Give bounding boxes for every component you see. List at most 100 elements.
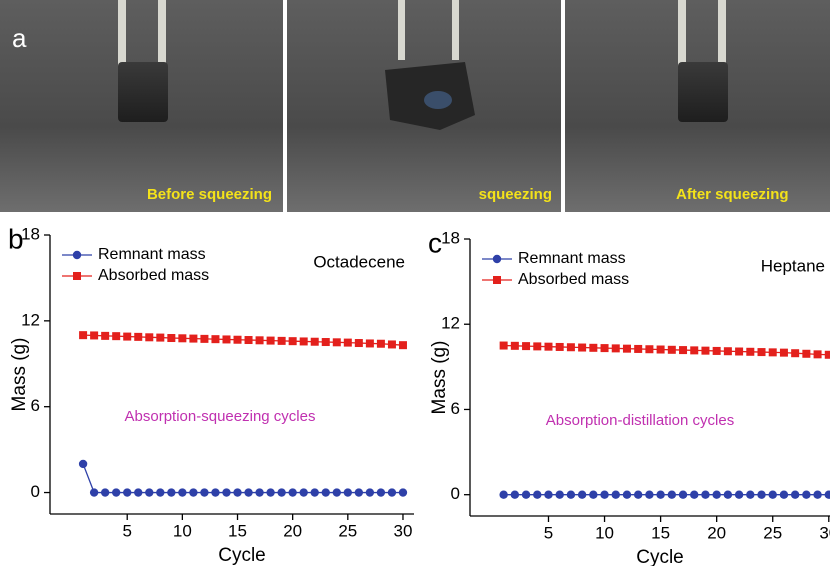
y-axis-label: Mass (g) (9, 338, 30, 412)
marker (189, 488, 197, 496)
marker (388, 488, 396, 496)
panel-label: c (428, 227, 442, 258)
marker (668, 490, 676, 498)
marker (244, 488, 252, 496)
marker (156, 488, 164, 496)
marker (123, 488, 131, 496)
marker (825, 490, 830, 498)
marker (701, 347, 709, 355)
marker (366, 488, 374, 496)
photo: a Before squeezing (0, 0, 283, 212)
marker (79, 460, 87, 468)
marker (322, 488, 330, 496)
marker (123, 333, 131, 341)
marker (277, 488, 285, 496)
x-tick-label: 20 (707, 523, 726, 542)
marker (112, 488, 120, 496)
marker (758, 348, 766, 356)
chart: 06121851015202530cCycleMass (g)HeptaneAb… (428, 227, 830, 566)
marker (802, 490, 810, 498)
marker (211, 335, 219, 343)
marker (713, 347, 721, 355)
photo-caption: squeezing (479, 186, 552, 203)
marker (623, 490, 631, 498)
annotation: Absorption-squeezing cycles (125, 408, 316, 425)
series-line (83, 464, 403, 493)
marker (578, 344, 586, 352)
marker (112, 332, 120, 340)
x-tick-label: 5 (122, 521, 131, 540)
marker (299, 488, 307, 496)
marker (668, 346, 676, 354)
marker (690, 346, 698, 354)
marker (522, 342, 530, 350)
photo-caption: After squeezing (676, 186, 789, 203)
marker (300, 337, 308, 345)
marker (388, 340, 396, 348)
marker (145, 488, 153, 496)
marker (222, 488, 230, 496)
marker (657, 346, 665, 354)
y-tick-label: 18 (441, 228, 460, 247)
marker (556, 343, 564, 351)
x-tick-label: 25 (763, 523, 782, 542)
photo-caption: Before squeezing (147, 186, 272, 203)
figure: a Before squeezing squeezing After squee… (0, 0, 830, 566)
marker (645, 490, 653, 498)
marker (578, 490, 586, 498)
x-axis-label: Cycle (636, 547, 684, 566)
marker (780, 490, 788, 498)
marker (377, 488, 385, 496)
marker (533, 490, 541, 498)
marker (366, 339, 374, 347)
marker (322, 338, 330, 346)
marker (735, 490, 743, 498)
marker (167, 334, 175, 342)
marker (234, 336, 242, 344)
marker (679, 346, 687, 354)
marker (589, 490, 597, 498)
marker (814, 350, 822, 358)
marker (233, 488, 241, 496)
marker (645, 345, 653, 353)
marker (200, 335, 208, 343)
marker (178, 334, 186, 342)
marker (288, 488, 296, 496)
marker (746, 490, 754, 498)
marker (90, 331, 98, 339)
marker (544, 343, 552, 351)
y-tick-label: 18 (21, 224, 40, 243)
marker (145, 333, 153, 341)
y-tick-label: 0 (31, 482, 40, 501)
marker (623, 345, 631, 353)
marker (511, 490, 519, 498)
marker (222, 335, 230, 343)
marker (544, 490, 552, 498)
x-tick-label: 30 (819, 523, 830, 542)
marker (399, 488, 407, 496)
marker (101, 332, 109, 340)
marker (90, 488, 98, 496)
marker (612, 344, 620, 352)
legend-marker (73, 251, 81, 259)
marker (600, 490, 608, 498)
marker (344, 339, 352, 347)
y-tick-label: 6 (31, 396, 40, 415)
marker (211, 488, 219, 496)
y-tick-label: 0 (451, 484, 460, 503)
y-axis-label: Mass (g) (429, 341, 450, 415)
marker (289, 337, 297, 345)
y-tick-label: 12 (21, 310, 40, 329)
marker (802, 350, 810, 358)
photo: squeezing (287, 0, 561, 212)
marker (690, 490, 698, 498)
legend-label: Remnant mass (518, 250, 626, 267)
marker (333, 338, 341, 346)
marker (634, 345, 642, 353)
x-tick-label: 25 (338, 521, 357, 540)
marker (134, 333, 142, 341)
marker (101, 488, 109, 496)
marker (200, 488, 208, 496)
annotation: Heptane (761, 256, 825, 275)
